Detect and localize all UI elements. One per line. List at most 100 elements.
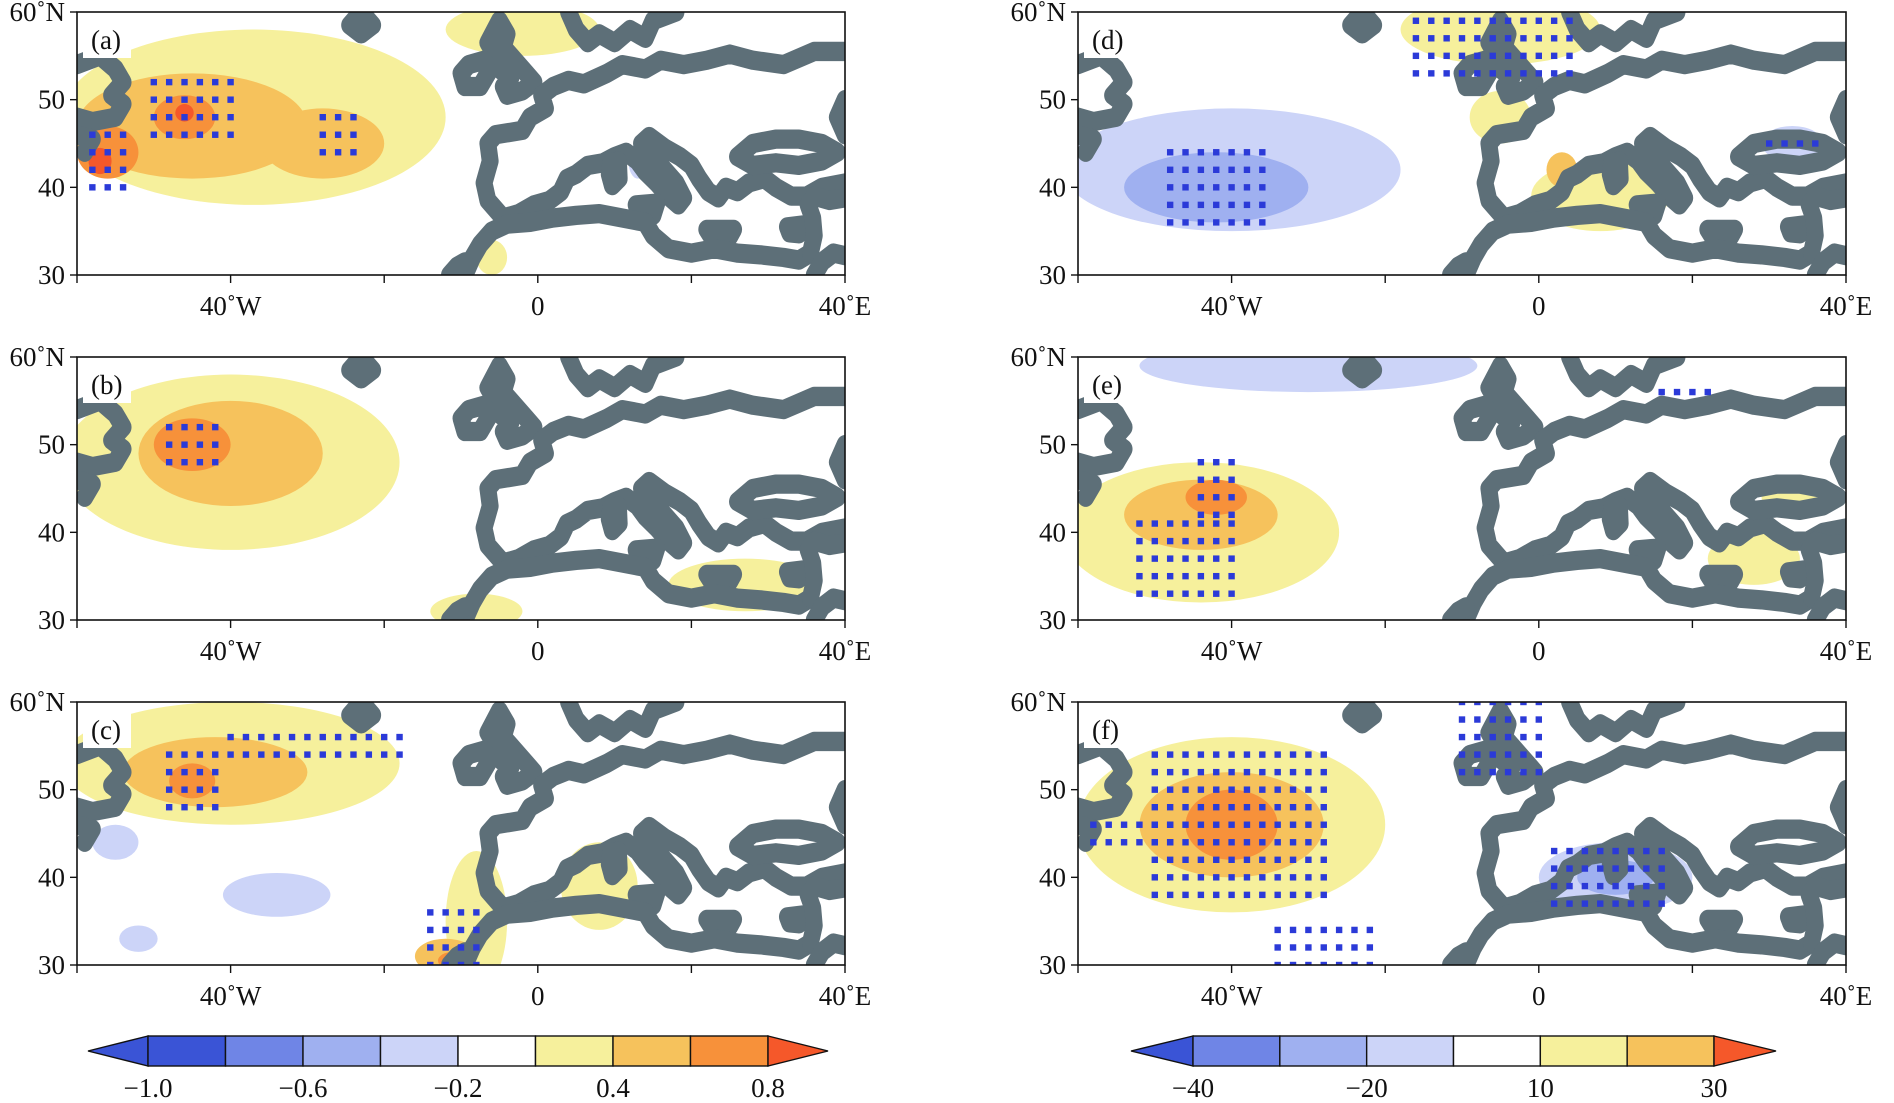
significance-dot xyxy=(1228,751,1235,758)
significance-dot xyxy=(1351,926,1358,934)
panel-frame xyxy=(1077,701,1847,966)
significance-dot xyxy=(1428,52,1435,60)
colorbar-label: 0.4 xyxy=(596,1073,630,1098)
significance-dot xyxy=(181,751,188,758)
significance-dot xyxy=(181,441,188,448)
significance-dot xyxy=(1535,52,1542,60)
anomaly-region xyxy=(261,108,385,179)
significance-dot xyxy=(1228,459,1235,466)
significance-dot xyxy=(1643,865,1650,872)
significance-dot xyxy=(1320,961,1327,965)
significance-dot xyxy=(212,786,219,793)
x-tick-label: 40˚W xyxy=(200,291,262,321)
significance-dot xyxy=(181,78,188,86)
x-tick-label: 40˚W xyxy=(1201,981,1263,1011)
significance-dot xyxy=(1197,201,1205,209)
significance-dot xyxy=(1197,590,1205,597)
colorbar-label: 10 xyxy=(1527,1073,1554,1098)
x-tick-label: 40˚E xyxy=(819,981,871,1011)
significance-dot xyxy=(1320,821,1327,828)
significance-dot xyxy=(212,131,219,138)
colorbars: −1.0 −0.6 −0.2 0.4 0.8 −40 −20 10 30 xyxy=(87,1035,1777,1103)
significance-dot xyxy=(212,96,219,103)
significance-dot xyxy=(1305,751,1312,758)
significance-dot xyxy=(1550,865,1558,872)
anomaly-region xyxy=(169,763,216,799)
significance-dot xyxy=(1305,874,1312,881)
colorbar-label: −20 xyxy=(1346,1073,1388,1098)
significance-dot xyxy=(1274,786,1281,793)
significance-dot xyxy=(273,751,280,758)
significance-dot xyxy=(1597,847,1604,855)
significance-dot xyxy=(1274,768,1281,776)
map-panels: 60˚N 50 40 30 40˚W 0 40˚E (a) 60˚N 50 40 30 40˚W 0 40˚… xyxy=(10,0,1873,1011)
significance-dot xyxy=(1228,476,1235,483)
significance-dot xyxy=(1182,804,1189,811)
y-tick-label: 30 xyxy=(1039,260,1066,290)
y-tick-label: 60˚N xyxy=(10,0,66,27)
x-tick-label: 0 xyxy=(1532,291,1546,321)
significance-dot xyxy=(165,96,173,103)
significance-dot xyxy=(1504,733,1512,741)
significance-dot xyxy=(442,909,449,916)
significance-dot xyxy=(1182,537,1189,545)
significance-dot xyxy=(1504,70,1512,77)
panel-label: (e) xyxy=(1092,370,1122,400)
significance-dot xyxy=(1320,804,1327,811)
significance-dot xyxy=(1166,555,1174,562)
significance-dot xyxy=(1627,900,1635,907)
colorbar-segment xyxy=(1279,1035,1368,1067)
significance-dot xyxy=(1197,166,1205,173)
y-tick-label: 30 xyxy=(38,260,65,290)
significance-dot xyxy=(1643,900,1650,907)
significance-dot xyxy=(1412,70,1420,77)
significance-dot xyxy=(1259,786,1266,793)
x-tick-label: 40˚W xyxy=(1201,636,1263,666)
y-tick-label: 30 xyxy=(1039,950,1066,980)
panel-label-box xyxy=(83,710,131,748)
significance-dot xyxy=(1474,17,1481,24)
y-tick-label: 30 xyxy=(38,950,65,980)
significance-dot xyxy=(165,441,173,448)
significance-dot xyxy=(1182,891,1189,899)
significance-dot xyxy=(1197,555,1205,562)
significance-dot xyxy=(181,131,188,138)
significance-dot xyxy=(319,751,326,758)
significance-dot xyxy=(473,961,480,965)
significance-dot xyxy=(1259,751,1266,758)
significance-dot xyxy=(1151,768,1158,776)
significance-dot xyxy=(196,804,204,811)
significance-dot xyxy=(1166,821,1174,828)
significance-dot xyxy=(1228,874,1235,881)
significance-dot xyxy=(1151,537,1158,545)
significance-dot xyxy=(1166,184,1174,191)
significance-dot xyxy=(196,131,204,138)
significance-dot xyxy=(1243,166,1251,173)
significance-dot xyxy=(1289,821,1297,828)
significance-dot xyxy=(1182,821,1189,828)
significance-dot xyxy=(319,733,326,741)
significance-dot xyxy=(1228,839,1235,846)
significance-dot xyxy=(1166,891,1174,899)
significance-dot xyxy=(304,751,311,758)
significance-dot xyxy=(1550,882,1558,890)
significance-dot xyxy=(1489,733,1496,741)
significance-dot xyxy=(1213,821,1220,828)
significance-dot xyxy=(1166,149,1174,156)
significance-dot xyxy=(1305,786,1312,793)
significance-dot xyxy=(119,166,127,173)
significance-dot xyxy=(1213,751,1220,758)
significance-dot xyxy=(1166,751,1174,758)
significance-dot xyxy=(1566,17,1573,24)
significance-dot xyxy=(1504,716,1512,723)
significance-dot xyxy=(1443,35,1450,42)
significance-dot xyxy=(1305,926,1312,934)
significance-dot xyxy=(1289,839,1297,846)
significance-dot xyxy=(1197,821,1205,828)
significance-dot xyxy=(1412,35,1420,42)
significance-dot xyxy=(1535,35,1542,42)
significance-dot xyxy=(1535,733,1542,741)
significance-dot xyxy=(1228,219,1235,226)
y-tick-label: 50 xyxy=(38,85,65,115)
